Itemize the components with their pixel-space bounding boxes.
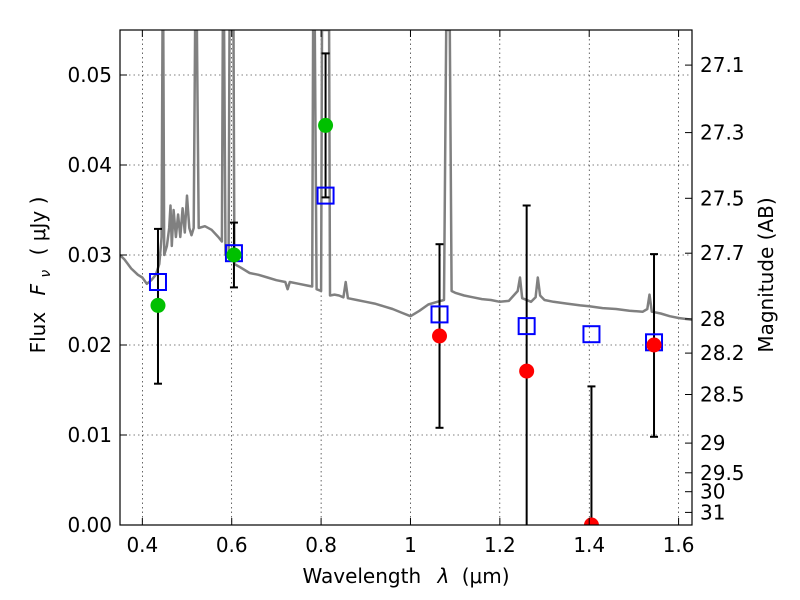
- model-band-square: [517, 317, 536, 336]
- x-axis-title: Wavelength λ (μm): [302, 564, 509, 588]
- y-axis-title: Flux F ν ( μJy ): [26, 197, 55, 354]
- x-tick-label: 0.8: [305, 533, 337, 557]
- y2-tick-label: 29: [700, 431, 725, 455]
- detections-point: [226, 247, 242, 263]
- y-axis-title-symbol: F: [26, 283, 50, 295]
- y2-tick-label: 31: [700, 500, 725, 524]
- y-tick-label: 0.00: [67, 513, 112, 537]
- y2-tick-label: 28.5: [700, 383, 745, 407]
- y2-tick-label: 27.5: [700, 186, 745, 210]
- y2-tick-label: 27.7: [700, 241, 745, 265]
- plot-area: [120, 30, 692, 525]
- x-tick-label: 1.4: [573, 533, 605, 557]
- y-tick-label: 0.04: [67, 153, 112, 177]
- y2-tick-label: 28.2: [700, 341, 745, 365]
- low-significance-point: [646, 337, 662, 353]
- x-axis-title-symbol: λ: [437, 564, 450, 588]
- model-band-square: [316, 186, 335, 205]
- x-tick-label: 1.2: [484, 533, 516, 557]
- model-band-square: [148, 273, 167, 291]
- y2-tick-label: 27.3: [700, 121, 745, 145]
- x-axis-title-text: Wavelength: [302, 564, 421, 588]
- y2-tick-label: 29.5: [700, 461, 745, 485]
- plot-frame: [119, 29, 693, 526]
- x-tick-label: 1.6: [663, 533, 695, 557]
- x-tick-label: 1: [404, 533, 417, 557]
- x-tick-label: 0.6: [216, 533, 248, 557]
- y-tick-label: 0.01: [67, 423, 112, 447]
- y-axis-title-unit: ( μJy ): [26, 197, 50, 256]
- y2-axis-title: Magnitude (AB): [754, 197, 778, 352]
- y-tick-label: 0.02: [67, 333, 112, 357]
- y-axis-title-text: Flux: [26, 312, 50, 354]
- y-axis-title-subscript: ν: [38, 270, 54, 278]
- low-significance-point: [583, 517, 599, 525]
- y-tick-label: 0.05: [67, 63, 112, 87]
- detections-point: [150, 297, 166, 313]
- detections-point: [318, 117, 334, 133]
- x-tick-label: 0.4: [126, 533, 158, 557]
- ticks: 0.4 0.6 0.8 1 1.2 1.4 1.6 0.00 0.01 0.02 0.03 0.04 0…: [67, 30, 745, 557]
- y2-tick-label: 28: [700, 307, 725, 331]
- grid: [120, 30, 692, 526]
- model-band-square: [430, 305, 449, 324]
- x-axis-title-unit: (μm): [462, 564, 510, 588]
- low-significance-point: [519, 363, 535, 379]
- model-band-square: [582, 325, 601, 344]
- y-tick-label: 0.03: [67, 243, 112, 267]
- y2-tick-label: 27.1: [700, 53, 745, 77]
- model-spectrum-line: [120, 30, 692, 322]
- y2-tick-label: 30: [700, 480, 725, 504]
- low-significance-point: [432, 328, 448, 344]
